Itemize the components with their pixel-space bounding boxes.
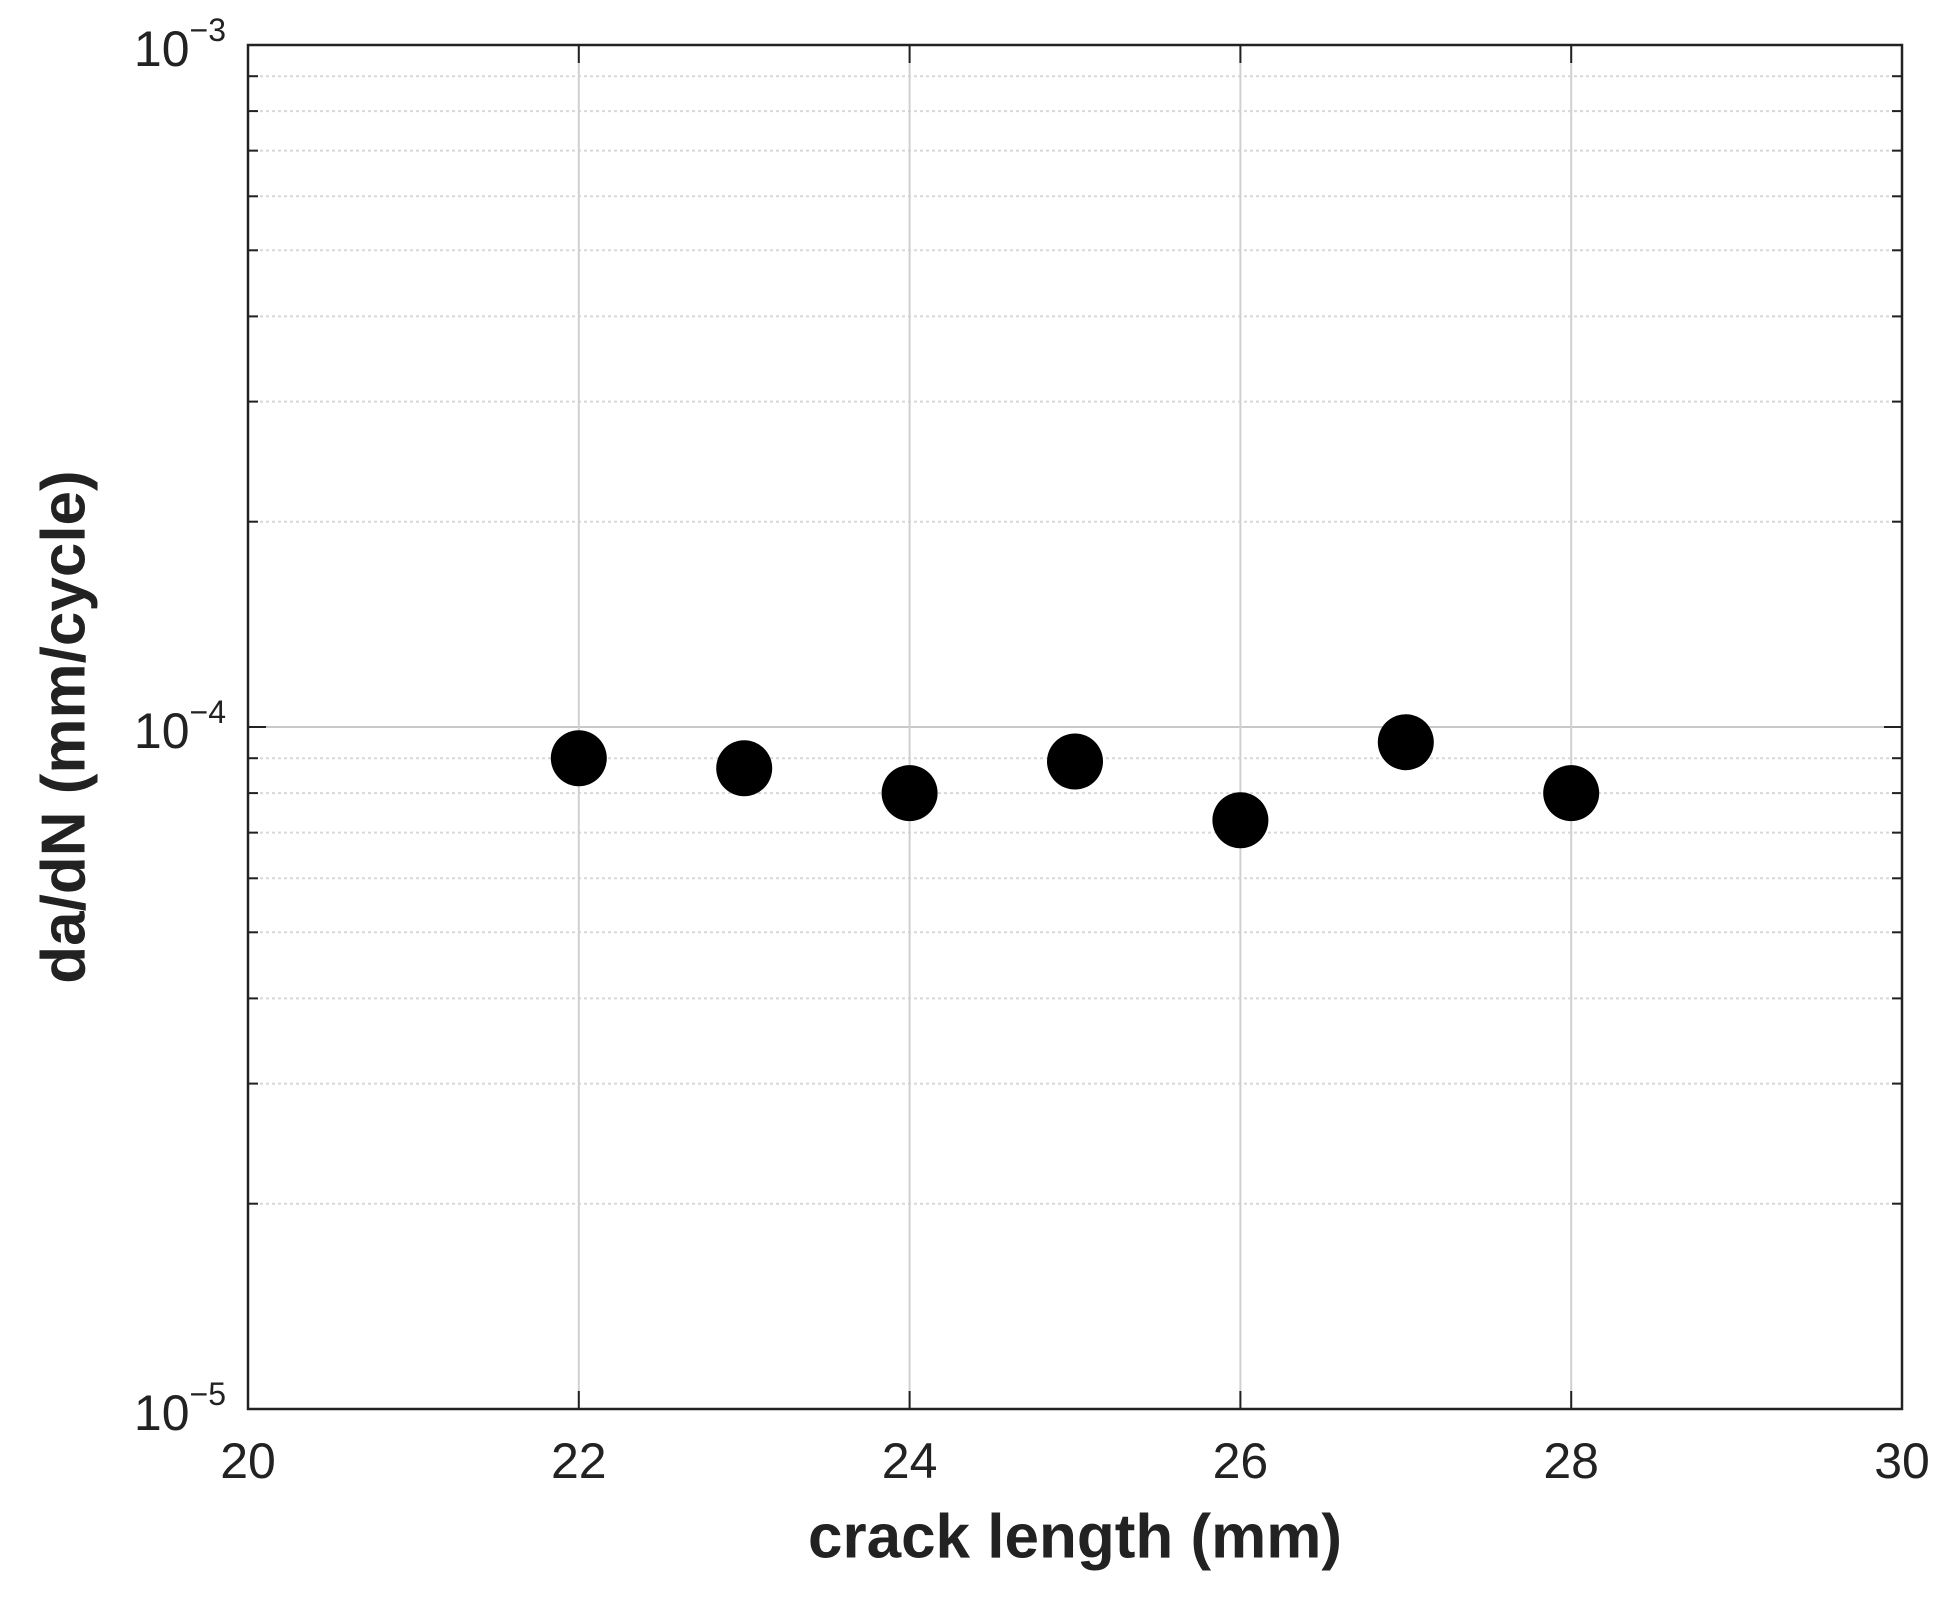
data-point	[1377, 714, 1434, 771]
x-tick-label: 30	[1874, 1433, 1930, 1489]
plot-frame	[246, 43, 1904, 1411]
x-tick-label: 22	[551, 1433, 607, 1489]
data-point	[1543, 765, 1600, 822]
y-tick-label: 10−3	[134, 12, 226, 77]
x-tick-label: 28	[1543, 1433, 1599, 1489]
y-axis-label: da/dN (mm/cycle)	[29, 470, 98, 983]
x-tick-label: 24	[882, 1433, 938, 1489]
data-point	[716, 740, 773, 797]
data-point	[1212, 792, 1269, 849]
data-point	[550, 730, 607, 787]
grid	[247, 44, 1903, 1410]
data-point	[1047, 733, 1103, 790]
y-tick-label: 10−4	[134, 694, 226, 759]
x-axis-label: crack length (mm)	[808, 1502, 1342, 1571]
x-tick-label: 20	[220, 1433, 276, 1489]
data-point	[881, 765, 938, 822]
y-tick-label: 10−5	[134, 1376, 226, 1441]
x-tick-label: 26	[1213, 1433, 1269, 1489]
